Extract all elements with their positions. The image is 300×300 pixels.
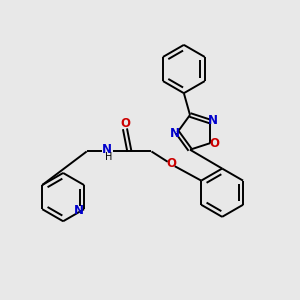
Text: N: N: [208, 114, 218, 127]
Text: O: O: [166, 157, 176, 170]
Text: N: N: [170, 127, 180, 140]
Text: N: N: [74, 204, 84, 217]
Text: O: O: [120, 117, 130, 130]
Text: O: O: [209, 136, 219, 150]
Text: N: N: [102, 142, 112, 156]
Text: H: H: [104, 152, 112, 162]
